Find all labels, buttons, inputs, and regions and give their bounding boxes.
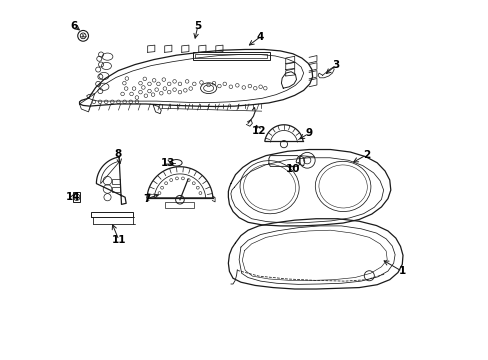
Text: 12: 12 [251, 126, 265, 135]
Text: 6: 6 [70, 21, 78, 31]
Text: 13: 13 [161, 158, 175, 168]
Text: 4: 4 [256, 32, 264, 41]
Bar [91, 212, 133, 217]
Text: 9: 9 [305, 129, 312, 138]
Text: 1: 1 [398, 266, 405, 276]
Text: 11: 11 [111, 235, 126, 245]
Bar [192, 51, 269, 59]
Text: 10: 10 [285, 164, 300, 174]
Text: 5: 5 [194, 21, 201, 31]
Text: 8: 8 [114, 149, 122, 159]
Bar [195, 54, 266, 58]
Bar [164, 202, 193, 208]
Bar [112, 187, 120, 192]
Text: 2: 2 [362, 150, 369, 160]
Bar [112, 179, 120, 184]
Text: 7: 7 [143, 194, 150, 204]
Text: 14: 14 [66, 192, 80, 202]
Text: 3: 3 [332, 60, 339, 70]
Bar [73, 192, 80, 202]
